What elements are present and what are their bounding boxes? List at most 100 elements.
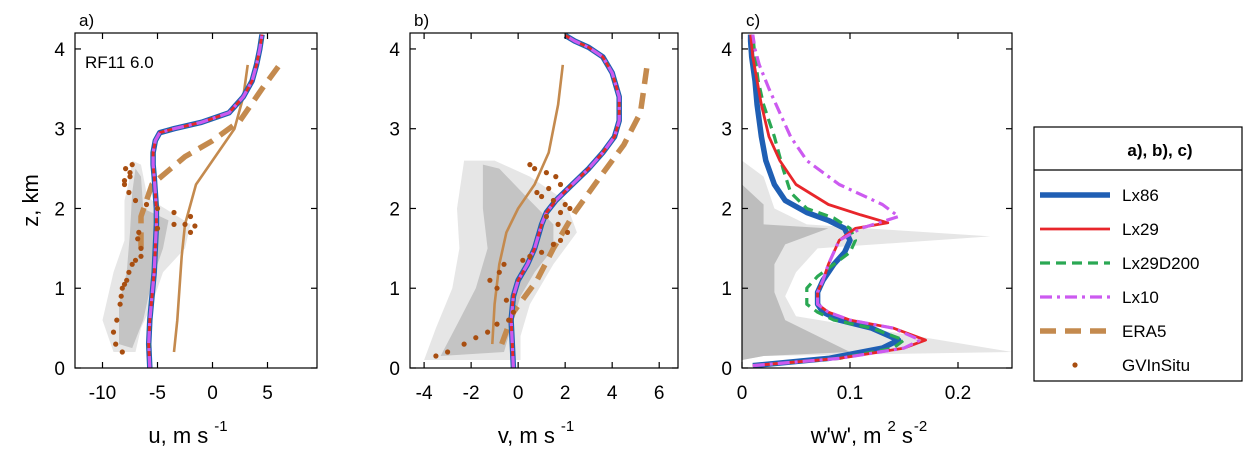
data-point bbox=[496, 269, 502, 275]
data-point bbox=[187, 229, 194, 235]
data-point bbox=[487, 277, 493, 283]
panel-label: c) bbox=[746, 11, 760, 30]
data-point bbox=[527, 162, 533, 168]
data-point bbox=[126, 189, 132, 196]
data-point bbox=[114, 317, 120, 323]
series-era5 bbox=[499, 62, 651, 346]
data-point bbox=[182, 221, 188, 227]
series-lx10 bbox=[147, 34, 264, 369]
data-point bbox=[119, 285, 125, 291]
data-point bbox=[501, 261, 507, 267]
x-tick-label: -2 bbox=[463, 383, 480, 404]
panel-b: -4 -2 0 2 4 6 0 1 2 3 4 b) v, m s -1 bbox=[389, 11, 679, 448]
data-point bbox=[123, 166, 129, 172]
data-point bbox=[192, 223, 198, 229]
data-point bbox=[539, 249, 545, 255]
y-tick-label: 3 bbox=[721, 120, 732, 141]
data-point bbox=[127, 170, 133, 176]
data-point bbox=[543, 170, 550, 176]
x-tick-label: 0 bbox=[737, 383, 748, 404]
y-tick-label: 4 bbox=[54, 40, 65, 61]
data-point bbox=[129, 261, 135, 267]
data-point bbox=[461, 341, 467, 347]
legend-title: a), b), c) bbox=[1127, 141, 1192, 160]
x-axis-label-text: u, m s bbox=[148, 423, 208, 448]
x-axis-label: u, m s -1 bbox=[148, 418, 227, 448]
series-gvinsitu bbox=[110, 162, 198, 355]
y-tick-label: 1 bbox=[54, 279, 65, 300]
data-point bbox=[550, 197, 557, 204]
data-point bbox=[127, 174, 133, 180]
legend: a), b), c) Lx86 Lx29 Lx29D200 Lx10 ERA5 GVInSi… bbox=[1033, 126, 1243, 382]
data-point bbox=[138, 245, 144, 251]
x-tick-label: 5 bbox=[262, 383, 273, 404]
data-point bbox=[129, 162, 135, 168]
series-gvinsitu bbox=[433, 162, 573, 359]
data-point bbox=[562, 201, 568, 208]
x-axis-label-exponent: -1 bbox=[561, 418, 574, 435]
y-axis-label: z, km bbox=[18, 174, 43, 227]
data-point bbox=[543, 213, 550, 220]
x-tick-label: 6 bbox=[654, 383, 665, 404]
data-point bbox=[113, 341, 119, 347]
data-point bbox=[557, 209, 564, 216]
data-point bbox=[433, 353, 439, 359]
data-point bbox=[187, 213, 194, 220]
y-tick-label: 0 bbox=[721, 359, 732, 380]
x-tick-label: 0 bbox=[513, 383, 524, 404]
x-axis-label-exponent: 2 bbox=[888, 418, 896, 435]
panel-a: -10 -5 0 5 0 1 2 3 4 a) RF11 6.0 u, m s -1 z, km bbox=[18, 11, 318, 448]
data-point bbox=[503, 297, 509, 303]
data-point bbox=[124, 277, 130, 283]
data-point bbox=[555, 221, 561, 227]
data-point bbox=[154, 205, 161, 212]
x-axis-label-text: v, m s bbox=[498, 423, 555, 448]
data-point bbox=[110, 329, 117, 335]
data-point bbox=[567, 205, 573, 212]
data-point bbox=[550, 241, 557, 247]
shaded-band-1 bbox=[440, 164, 554, 356]
x-tick-label: -5 bbox=[149, 383, 166, 404]
x-axis-label-text: w'w', m bbox=[810, 423, 882, 448]
data-point bbox=[534, 189, 540, 196]
data-point bbox=[119, 349, 125, 355]
y-tick-label: 1 bbox=[721, 279, 732, 300]
data-point bbox=[539, 193, 545, 200]
series-lx86 bbox=[747, 34, 902, 369]
data-point bbox=[546, 185, 552, 192]
data-point bbox=[473, 335, 479, 341]
panel-label: a) bbox=[79, 11, 94, 30]
data-point bbox=[121, 178, 128, 184]
x-axis-label: w'w', m 2 s-2 bbox=[810, 418, 927, 448]
legend-box bbox=[1033, 126, 1243, 382]
legend-marker-gv bbox=[1072, 362, 1078, 368]
data-point bbox=[557, 181, 564, 188]
data-point bbox=[126, 269, 132, 275]
data-point bbox=[494, 285, 500, 291]
x-tick-label: 0 bbox=[207, 383, 218, 404]
data-point bbox=[485, 329, 491, 335]
data-point bbox=[532, 166, 538, 172]
x-axis-label-text: s bbox=[902, 423, 913, 448]
legend-label-lx29: Lx29 bbox=[1122, 220, 1159, 239]
series-era5 bbox=[138, 61, 283, 249]
data-point bbox=[445, 349, 451, 355]
legend-label-lx86: Lx86 bbox=[1122, 186, 1159, 205]
legend-label-gv: GVInSitu bbox=[1122, 356, 1190, 375]
x-tick-label: -10 bbox=[89, 383, 116, 404]
series-thin-brown bbox=[491, 64, 565, 345]
data-point bbox=[154, 225, 161, 231]
data-point bbox=[527, 253, 533, 259]
x-axis-label-exponent: -2 bbox=[914, 418, 927, 435]
data-point bbox=[171, 221, 177, 227]
data-point bbox=[132, 197, 139, 204]
y-tick-label: 4 bbox=[389, 40, 400, 61]
legend-label-lx29d: Lx29D200 bbox=[1122, 254, 1200, 273]
x-tick-label: 4 bbox=[607, 383, 618, 404]
x-tick-label: 0.1 bbox=[837, 383, 863, 404]
panel-annotation: RF11 6.0 bbox=[85, 53, 154, 72]
shaded-band-1 bbox=[742, 184, 850, 360]
data-point bbox=[121, 181, 128, 188]
y-tick-label: 3 bbox=[389, 120, 400, 141]
